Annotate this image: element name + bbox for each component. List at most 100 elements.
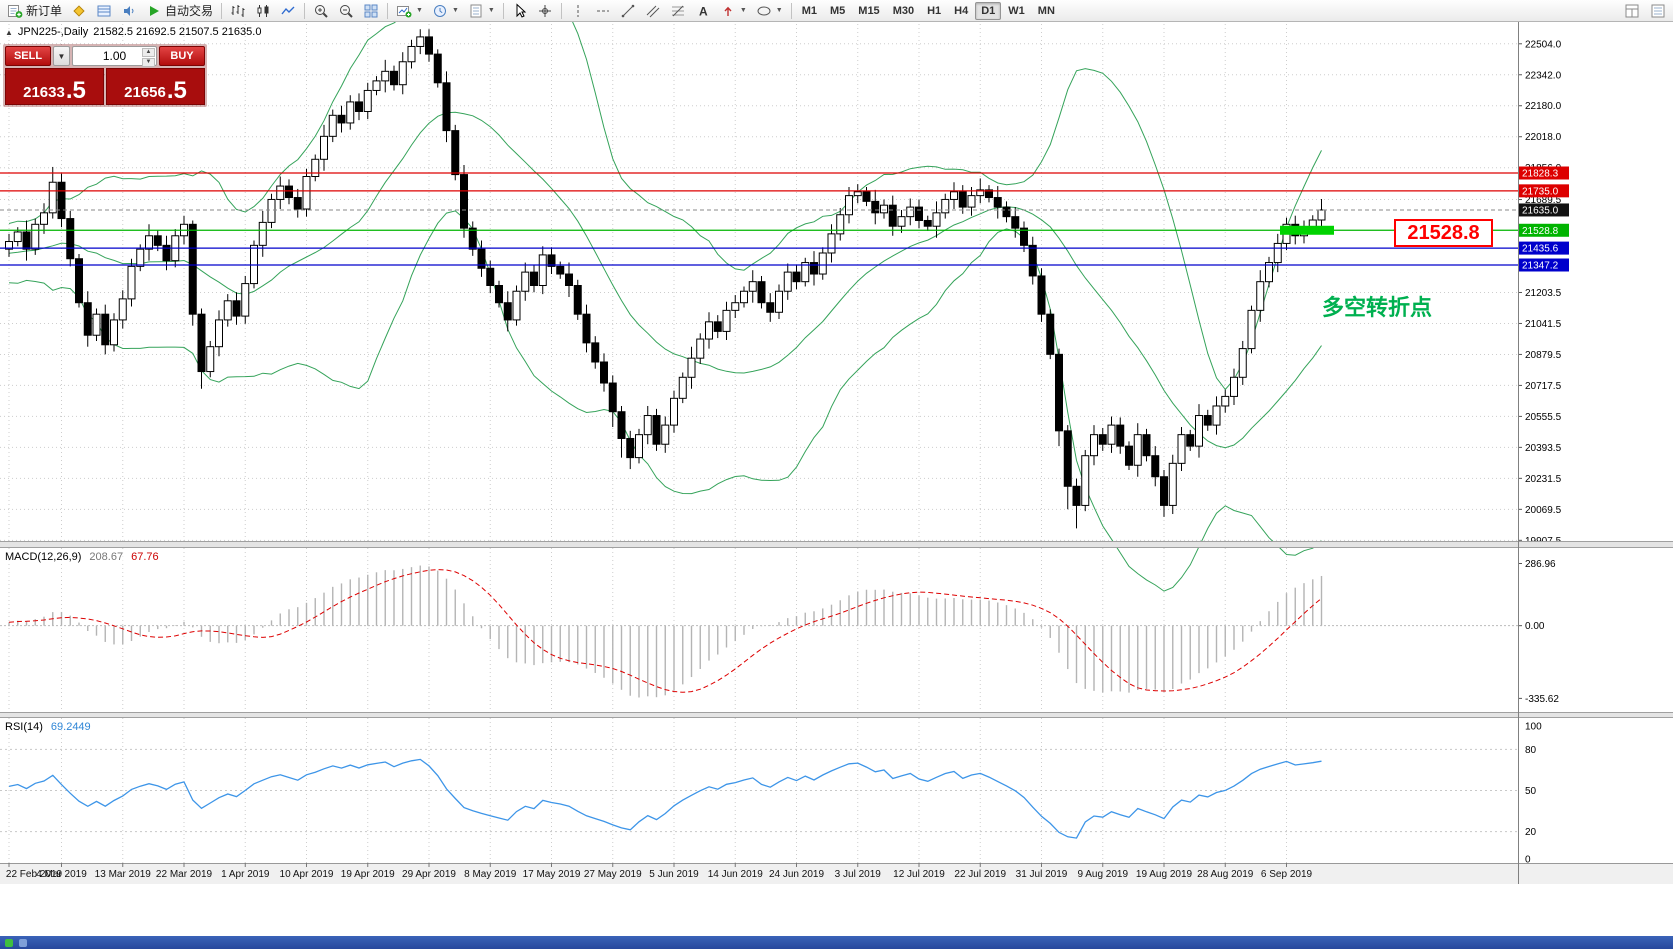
timeframe-h1-button[interactable]: H1 xyxy=(927,4,942,17)
chevron-down-icon: ▼ xyxy=(487,7,495,14)
symbol-period-label: JPN225-,Daily xyxy=(17,26,89,38)
volume-value: 1.00 xyxy=(102,49,127,63)
main-toolbar: 新订单 自动交易 ▼ ▼ ▼ xyxy=(0,0,1673,22)
svg-text:A: A xyxy=(699,4,708,18)
trendline-tool-button[interactable] xyxy=(616,1,640,21)
cursor-tool-button[interactable] xyxy=(508,1,532,21)
stepper-up-icon[interactable]: ▲ xyxy=(142,48,155,57)
vertical-line-tool-button[interactable] xyxy=(566,1,590,21)
support-zone-highlight[interactable] xyxy=(1280,225,1334,235)
autotrading-button[interactable]: 自动交易 xyxy=(142,1,217,21)
svg-text:22 Feb 2019: 22 Feb 2019 xyxy=(6,869,63,880)
toolbar-separator xyxy=(221,2,223,19)
new-order-button[interactable]: 新订单 xyxy=(3,1,66,21)
volume-input[interactable]: 1.00 ▲ ▼ xyxy=(72,46,157,67)
svg-text:14 Jun 2019: 14 Jun 2019 xyxy=(708,869,763,880)
toolbar-separator xyxy=(304,2,306,19)
candlestick-series[interactable] xyxy=(5,29,1326,529)
svg-text:20555.5: 20555.5 xyxy=(1525,412,1562,423)
svg-text:22018.0: 22018.0 xyxy=(1525,132,1562,143)
taskbar-app-icon[interactable] xyxy=(5,938,13,947)
buy-price[interactable]: 21656.5 xyxy=(106,68,205,105)
taskbar-app-icon[interactable] xyxy=(19,938,27,947)
timeframe-w1-button[interactable]: W1 xyxy=(1008,4,1025,17)
text-tool-button[interactable]: A xyxy=(691,1,715,21)
toolbar-extra-button-1[interactable] xyxy=(1620,1,1644,21)
pane-separator[interactable] xyxy=(0,541,1673,548)
bar-chart-button[interactable] xyxy=(226,1,250,21)
zoom-out-button[interactable] xyxy=(334,1,358,21)
timeframe-mn-button[interactable]: MN xyxy=(1037,4,1055,17)
volume-stepper[interactable]: ▲ ▼ xyxy=(142,48,155,67)
fibonacci-tool-button[interactable] xyxy=(666,1,690,21)
stepper-down-icon[interactable]: ▼ xyxy=(142,58,155,67)
autotrading-label: 自动交易 xyxy=(165,4,214,18)
svg-text:28 Aug 2019: 28 Aug 2019 xyxy=(1197,869,1254,880)
svg-text:20393.5: 20393.5 xyxy=(1525,443,1562,454)
panel-grid-icon xyxy=(1624,3,1640,19)
profiles-button[interactable]: ▼ xyxy=(428,1,463,21)
toolbar-separator xyxy=(560,2,562,19)
timeframe-m5-button[interactable]: M5 xyxy=(830,4,846,17)
indicator-list-button[interactable] xyxy=(67,1,91,21)
time-axis[interactable] xyxy=(0,863,1673,884)
timeframe-m15-button[interactable]: M15 xyxy=(858,4,880,17)
svg-text:0: 0 xyxy=(1525,855,1531,866)
svg-text:21347.2: 21347.2 xyxy=(1522,261,1559,272)
chart-title: ▲ JPN225-,Daily 21582.5 21692.5 21507.5 … xyxy=(5,26,261,38)
toolbar-extra-button-2[interactable] xyxy=(1646,1,1670,21)
svg-text:13 Mar 2019: 13 Mar 2019 xyxy=(95,869,152,880)
fibonacci-icon xyxy=(671,3,684,19)
price-line-label: 21347.2 xyxy=(1519,258,1569,272)
cursor-icon xyxy=(512,3,528,19)
new-chart-button[interactable]: ▼ xyxy=(392,1,427,21)
svg-text:21041.5: 21041.5 xyxy=(1525,319,1562,330)
svg-text:9 Aug 2019: 9 Aug 2019 xyxy=(1077,869,1128,880)
timeframe-d1-button[interactable]: D1 xyxy=(975,1,1002,20)
pane-separator[interactable] xyxy=(0,712,1673,718)
zoom-out-icon xyxy=(338,3,354,19)
timeframe-h4-button[interactable]: H4 xyxy=(954,4,969,17)
market-watch-button[interactable] xyxy=(92,1,116,21)
svg-text:27 May 2019: 27 May 2019 xyxy=(584,869,642,880)
buy-button[interactable]: BUY xyxy=(159,46,205,66)
template-button[interactable]: ▼ xyxy=(464,1,499,21)
trade-options-caret[interactable]: ▼ xyxy=(53,46,70,66)
macd-signal-line xyxy=(8,569,1322,693)
play-icon xyxy=(150,5,160,16)
svg-text:21203.5: 21203.5 xyxy=(1525,288,1562,299)
timeframe-m1-button[interactable]: M1 xyxy=(801,4,817,17)
candlestick-chart-button[interactable] xyxy=(251,1,275,21)
arrow-icon xyxy=(720,3,736,19)
panel-list-icon xyxy=(1650,3,1666,19)
horizontal-line-icon xyxy=(595,3,611,19)
rsi-line xyxy=(8,758,1322,839)
arrows-tool-button[interactable]: ▼ xyxy=(716,1,751,21)
svg-text:24 Jun 2019: 24 Jun 2019 xyxy=(769,869,824,880)
svg-text:22 Mar 2019: 22 Mar 2019 xyxy=(156,869,213,880)
svg-text:22 Jul 2019: 22 Jul 2019 xyxy=(954,869,1006,880)
timeframe-m30-button[interactable]: M30 xyxy=(892,4,915,17)
tile-windows-button[interactable] xyxy=(359,1,383,21)
crosshair-tool-button[interactable] xyxy=(533,1,557,21)
trendline-icon xyxy=(621,4,635,17)
svg-text:19 Aug 2019: 19 Aug 2019 xyxy=(1136,869,1193,880)
market-watch-icon xyxy=(96,3,112,19)
svg-text:1 Apr 2019: 1 Apr 2019 xyxy=(221,869,270,880)
macd-histogram xyxy=(8,565,1323,698)
sell-button[interactable]: SELL xyxy=(5,46,51,66)
zoom-in-button[interactable] xyxy=(309,1,333,21)
toolbar-separator xyxy=(502,2,504,19)
rsi-value: 69.2449 xyxy=(50,721,91,733)
svg-text:-335.62: -335.62 xyxy=(1525,694,1559,705)
sell-price[interactable]: 21633.5 xyxy=(5,68,104,105)
channel-tool-button[interactable] xyxy=(641,1,665,21)
line-chart-button[interactable] xyxy=(276,1,300,21)
new-chart-icon xyxy=(396,3,412,17)
horizontal-line-tool-button[interactable] xyxy=(591,1,615,21)
svg-text:4 Mar 2019: 4 Mar 2019 xyxy=(36,869,87,880)
shapes-tool-button[interactable]: ▼ xyxy=(752,1,787,21)
sound-alert-button[interactable] xyxy=(117,1,141,21)
windows-taskbar[interactable] xyxy=(0,936,1673,949)
